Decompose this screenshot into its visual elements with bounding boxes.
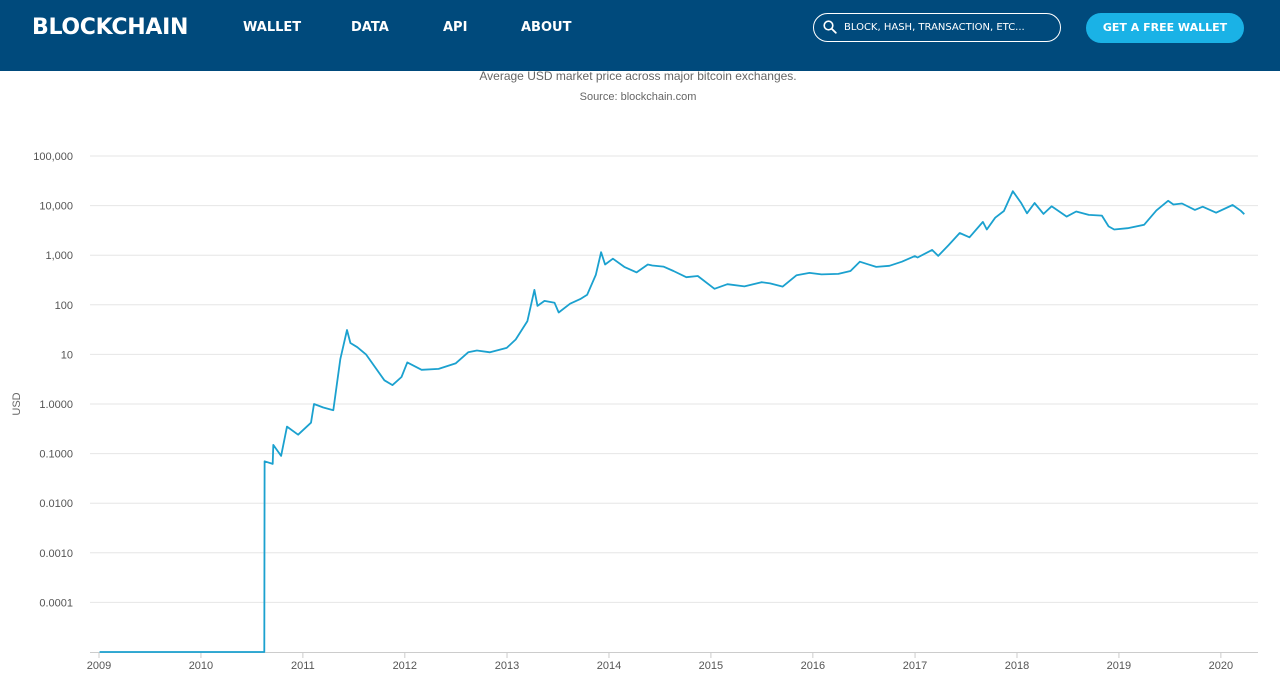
x-tick-label: 2011 xyxy=(291,660,315,672)
x-tick-label: 2014 xyxy=(597,660,621,672)
y-tick-label: 0.0001 xyxy=(39,597,73,609)
y-tick-label: 1,000 xyxy=(45,250,73,262)
search-box[interactable] xyxy=(813,13,1061,42)
x-tick-label: 2015 xyxy=(699,660,723,672)
blockchain-logo[interactable]: BLOCKCHAIN xyxy=(32,15,189,40)
y-tick-label: 0.1000 xyxy=(39,449,73,461)
y-tick-label: 0.0100 xyxy=(39,498,73,510)
y-axis-title: USD xyxy=(11,392,23,415)
y-tick-label: 10,000 xyxy=(39,201,73,213)
nav-api[interactable]: API xyxy=(443,20,468,35)
x-tick-label: 2020 xyxy=(1209,660,1233,672)
search-input[interactable] xyxy=(844,19,1054,36)
x-tick-label: 2009 xyxy=(87,660,111,672)
y-tick-label: 100,000 xyxy=(33,151,73,163)
chart-subtitle: Average USD market price across major bi… xyxy=(479,69,797,83)
nav-data[interactable]: DATA xyxy=(351,20,389,35)
nav-about[interactable]: ABOUT xyxy=(521,20,572,35)
x-tick-label: 2018 xyxy=(1005,660,1029,672)
x-tick-label: 2019 xyxy=(1107,660,1131,672)
top-navbar: BLOCKCHAIN WALLET DATA API ABOUT GET A F… xyxy=(0,0,1280,71)
x-tick-label: 2013 xyxy=(495,660,519,672)
y-tick-label: 100 xyxy=(55,300,73,312)
x-tick-label: 2016 xyxy=(801,660,825,672)
chart-source: Source: blockchain.com xyxy=(579,91,697,103)
y-tick-label: 10 xyxy=(61,349,73,361)
y-tick-label: 0.0010 xyxy=(39,548,73,560)
x-tick-label: 2017 xyxy=(903,660,927,672)
search-icon xyxy=(823,20,837,34)
y-tick-label: 1.0000 xyxy=(39,399,73,411)
price-line-series xyxy=(99,190,1245,653)
x-tick-label: 2012 xyxy=(393,660,417,672)
get-free-wallet-button[interactable]: GET A FREE WALLET xyxy=(1086,13,1244,43)
nav-wallet[interactable]: WALLET xyxy=(243,20,302,35)
x-tick-label: 2010 xyxy=(189,660,213,672)
